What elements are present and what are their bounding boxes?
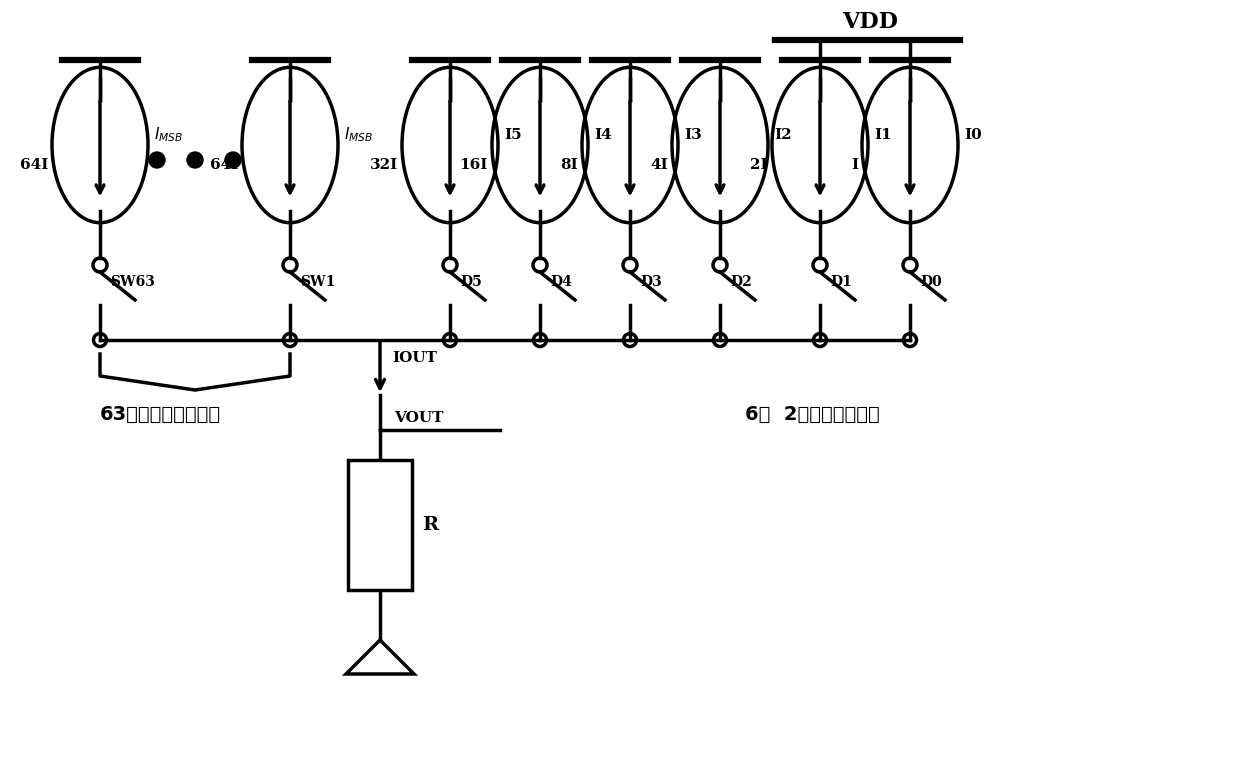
Circle shape bbox=[149, 152, 165, 168]
Text: I1: I1 bbox=[874, 128, 892, 142]
Text: I2: I2 bbox=[774, 128, 791, 142]
Text: 4I: 4I bbox=[650, 158, 668, 172]
Text: 16I: 16I bbox=[460, 158, 489, 172]
Text: SW63: SW63 bbox=[110, 275, 155, 289]
Text: VOUT: VOUT bbox=[394, 411, 444, 425]
Text: $I_{MSB}$: $I_{MSB}$ bbox=[343, 126, 373, 144]
Text: D2: D2 bbox=[730, 275, 751, 289]
Text: I: I bbox=[851, 158, 858, 172]
Text: 2I: 2I bbox=[750, 158, 768, 172]
Text: D4: D4 bbox=[551, 275, 572, 289]
Text: I4: I4 bbox=[594, 128, 611, 142]
Circle shape bbox=[187, 152, 203, 168]
Text: I0: I0 bbox=[963, 128, 982, 142]
Text: IOUT: IOUT bbox=[392, 351, 436, 365]
Text: D1: D1 bbox=[830, 275, 852, 289]
Text: D0: D0 bbox=[920, 275, 941, 289]
Text: 64I: 64I bbox=[210, 158, 238, 172]
Text: $I_{MSB}$: $I_{MSB}$ bbox=[154, 126, 184, 144]
Text: 6个  2进制电流源单元: 6个 2进制电流源单元 bbox=[745, 404, 879, 424]
Text: D3: D3 bbox=[640, 275, 662, 289]
Text: 8I: 8I bbox=[560, 158, 578, 172]
Text: VDD: VDD bbox=[842, 11, 898, 33]
Text: 64I: 64I bbox=[20, 158, 48, 172]
Text: 63个相同电流源单元: 63个相同电流源单元 bbox=[100, 404, 221, 424]
Text: R: R bbox=[422, 516, 438, 534]
Text: 32I: 32I bbox=[370, 158, 398, 172]
Circle shape bbox=[224, 152, 241, 168]
Text: SW1: SW1 bbox=[300, 275, 335, 289]
Text: D5: D5 bbox=[460, 275, 482, 289]
Text: I5: I5 bbox=[503, 128, 522, 142]
Bar bbox=[348, 460, 412, 590]
Text: I3: I3 bbox=[684, 128, 702, 142]
